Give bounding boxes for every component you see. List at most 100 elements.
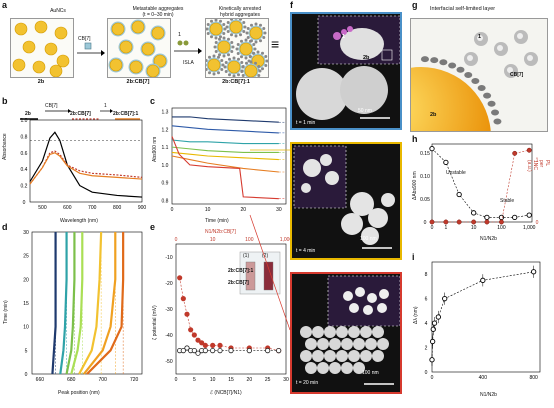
tem3-scale: 100 nm [362, 370, 379, 376]
isla-molecule [240, 61, 244, 64]
tem2-particle [341, 213, 363, 235]
tem3-inset-particle [367, 293, 377, 303]
panel-a-box1 [10, 18, 74, 78]
panel-e-point [202, 342, 208, 349]
isla-molecule [219, 19, 222, 23]
panel-h-ytick-left: 0 [424, 220, 427, 226]
tem-image-1-content [296, 15, 400, 120]
tem1-label-1: 1 [342, 34, 346, 40]
isla-molecule [252, 43, 256, 46]
panel-g-label-2b: 2b [430, 112, 437, 118]
isla-molecule [262, 27, 266, 30]
tem3-particle [317, 338, 329, 350]
panel-a-box3 [205, 18, 269, 78]
tem3-particle [324, 350, 336, 362]
panel-h-point-right [484, 219, 490, 225]
scheme-start: 2b [25, 111, 31, 117]
isla-molecule [264, 64, 268, 67]
panel-a-box3-title: Kinetically arrested [218, 6, 262, 12]
panel-i-ytick: 8 [425, 272, 428, 278]
tem-image-3-content [300, 275, 400, 385]
panel-e-ytick: -30 [165, 307, 172, 313]
panel-e-ytick: -40 [165, 333, 172, 339]
tem3-particle [372, 350, 384, 362]
tem3-particle [305, 362, 317, 374]
tem3-particle [372, 326, 384, 338]
isla-molecule [259, 39, 262, 43]
aunc-particle [109, 58, 123, 72]
aunc-particle [131, 20, 145, 34]
isla-molecule [250, 23, 253, 27]
isla-molecule [210, 19, 213, 23]
tem3-inset-particle [363, 305, 373, 315]
panel-i-xtick: 800 [529, 375, 538, 381]
panel-a-box2-subtitle: (t = 0–30 min) [142, 12, 174, 18]
aunc-particle [207, 58, 221, 72]
panel-a-box3-particles [206, 19, 268, 77]
isla-molecule [214, 19, 218, 22]
scheme-arrow2-label: 1 [104, 103, 107, 109]
tem3-inset-particle [343, 291, 353, 301]
scheme-mid: 2b:CB[7] [70, 111, 91, 117]
panel-e-point [184, 345, 190, 351]
panel-a-box1-particles [12, 20, 70, 77]
panel-b-xtick: 600 [63, 205, 72, 211]
cb7-molecule [448, 62, 457, 69]
panel-c-chart: 0 10 20 30 0.8 0.9 1.0 1.1 1.2 1.3 [162, 107, 287, 213]
aunc-particle [227, 60, 241, 74]
isla-molecule [239, 33, 242, 37]
tem-image-1 [290, 12, 402, 130]
panel-h-xlabel: N1/N2b [480, 236, 497, 242]
panel-label-b: b [2, 96, 8, 106]
isla-molecule [234, 19, 238, 20]
panel-h-ytick-right: 0 [536, 220, 539, 226]
tem3-particle [341, 338, 353, 350]
isla-molecule [236, 52, 240, 55]
panel-d-ytick: 5 [25, 348, 28, 354]
isla-molecule [265, 59, 268, 63]
panel-h-ytick-right: 1 [536, 158, 539, 164]
isla-molecule [231, 45, 235, 49]
tem-image-2-content [293, 145, 395, 249]
isla-molecule [227, 53, 230, 57]
panel-b-xtick: 800 [113, 205, 122, 211]
isla-molecule [240, 55, 243, 59]
panel-c-series-4 [171, 146, 279, 153]
panel-h-point-right [471, 219, 477, 225]
isla-molecule [262, 36, 266, 39]
isla-molecule [227, 37, 230, 41]
panel-d-ytick: 30 [23, 230, 29, 236]
panel-i-xtick: 0 [431, 375, 434, 381]
panel-d-ylabel: Time (min) [3, 300, 9, 324]
tem3-particle [300, 326, 312, 338]
isla-molecule [224, 61, 228, 64]
panel-e-point [246, 348, 252, 354]
connector-lines [249, 149, 291, 331]
tem2-particle [301, 183, 311, 193]
tem3-inset-particle [377, 303, 387, 313]
panel-i-point [430, 326, 436, 332]
panel-d-xtick: 720 [130, 377, 139, 383]
aunc-particle [151, 26, 165, 40]
panel-c-ytick: 1.2 [162, 127, 169, 133]
panel-e-xtick: 15 [228, 377, 234, 383]
aunc-particle [32, 60, 46, 74]
aunc-particle [56, 54, 70, 68]
aunc-particle [111, 22, 125, 36]
panel-b-ytick: 0.8 [21, 134, 28, 140]
panel-b-ytick: 0.6 [21, 151, 28, 157]
panel-label-a: a [2, 0, 8, 10]
panel-label-e: e [150, 222, 156, 232]
panel-e-point [180, 296, 186, 302]
isla-molecule [222, 32, 226, 35]
tem1-time: t = 1 min [296, 120, 316, 126]
panel-h-xtick: 1,000 [523, 225, 536, 231]
panel-b-scheme-arrows [20, 109, 140, 120]
isla-cluster-highlight [517, 33, 523, 39]
tem2-particle [320, 154, 332, 166]
aunc-particle [34, 20, 48, 34]
panel-label-g: g [412, 0, 418, 10]
panel-a-reagent-label: 1 [178, 32, 182, 38]
panel-h-ylabel-left: ΔAbs900 nm [412, 171, 418, 200]
panel-c-xtick: 20 [240, 207, 246, 213]
